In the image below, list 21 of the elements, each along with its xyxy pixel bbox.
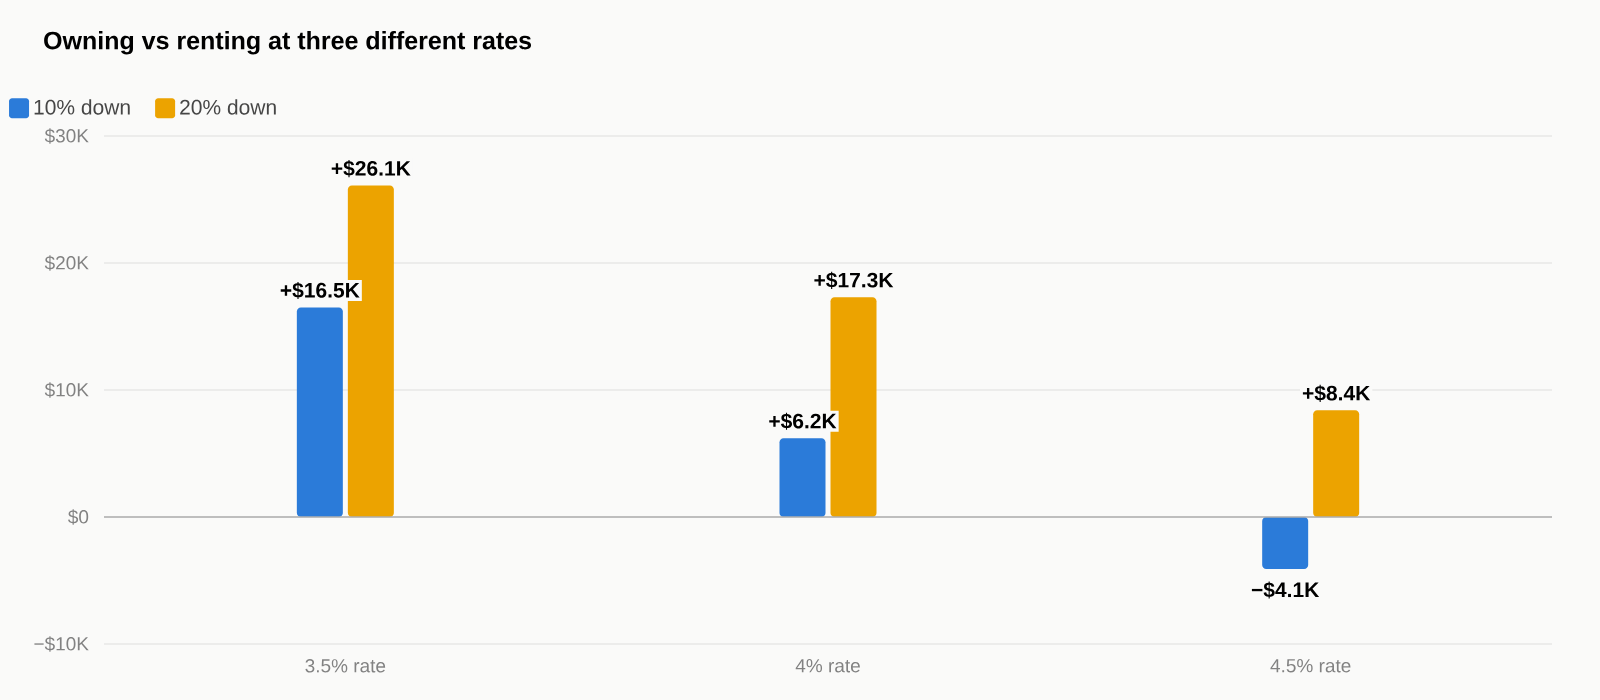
data-label: +$16.5K <box>280 281 360 300</box>
y-tick-label: $10K <box>44 382 89 398</box>
y-tick-label: $30K <box>44 128 89 144</box>
legend-label: 10% down <box>34 99 130 115</box>
x-tick-label: 4.5% rate <box>1270 659 1351 673</box>
x-tick-label: 3.5% rate <box>305 659 386 673</box>
y-tick-label: $0 <box>68 509 89 525</box>
bar <box>296 307 343 517</box>
data-label: +$6.2K <box>769 412 837 430</box>
data-label: −$4.1K <box>1251 581 1320 599</box>
data-label: +$17.3K <box>814 271 894 289</box>
legend-label: 20% down <box>180 99 276 115</box>
bar <box>779 438 826 517</box>
data-label: +$26.1K <box>331 159 411 178</box>
bar <box>1313 410 1360 517</box>
data-label: +$8.4K <box>1302 384 1371 402</box>
x-tick-label: 4% rate <box>795 659 860 673</box>
y-tick-label: −$10K <box>34 636 89 652</box>
chart-title: Owning vs renting at three different rates <box>44 31 532 55</box>
y-tick-label: $20K <box>44 255 89 271</box>
bar <box>1262 516 1309 570</box>
